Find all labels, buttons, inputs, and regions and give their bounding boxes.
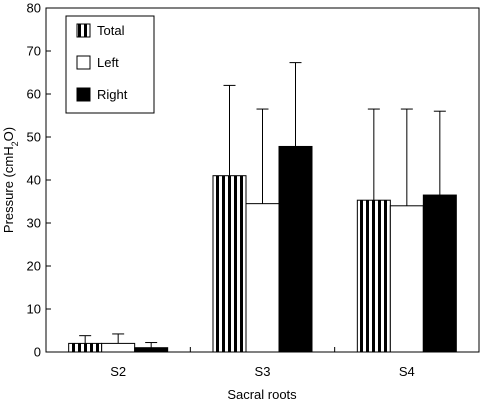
bar-left-s3 [245, 203, 280, 353]
y-tick-label: 0 [34, 345, 41, 360]
error-bars-layer [79, 62, 446, 348]
x-axis: S2 S3 S4 [110, 347, 415, 379]
y-tick-label: 80 [27, 1, 41, 16]
legend-label-left: Left [97, 55, 119, 70]
bar-total-s4 [356, 199, 391, 353]
y-tick-label: 50 [27, 130, 41, 145]
bar-right-s3 [278, 145, 313, 353]
bar-left-s2 [101, 342, 136, 353]
y-tick-label: 20 [27, 259, 41, 274]
y-tick-label: 10 [27, 302, 41, 317]
y-axis: 0 10 20 30 40 50 60 70 80 [27, 1, 51, 360]
x-tick-label: S4 [399, 364, 415, 379]
y-axis-title-suffix: O) [1, 127, 16, 141]
bar-left-s4 [389, 205, 424, 353]
legend-swatch-right [76, 87, 91, 102]
y-tick-label: 40 [27, 173, 41, 188]
y-axis-title-main: Pressure (cmH [1, 146, 16, 233]
x-axis-title: Sacral roots [227, 387, 297, 402]
legend-swatch-left [76, 55, 91, 70]
y-axis-title: Pressure (cmH2O) [1, 127, 20, 233]
bar-total-s3 [212, 175, 247, 353]
bar-right-s2 [134, 347, 169, 353]
y-axis-title-subscript: 2 [10, 141, 20, 146]
bar-right-s4 [422, 194, 457, 353]
legend-label-total: Total [97, 23, 125, 38]
bar-total-s2 [68, 342, 103, 353]
legend-label-right: Right [97, 87, 128, 102]
y-tick-label: 30 [27, 216, 41, 231]
legend: Total Left Right [65, 15, 155, 114]
x-tick-label: S2 [110, 364, 126, 379]
x-tick-label: S3 [255, 364, 271, 379]
y-tick-label: 60 [27, 87, 41, 102]
bars-layer [68, 145, 457, 353]
legend-swatch-total [76, 23, 91, 38]
y-tick-label: 70 [27, 44, 41, 59]
